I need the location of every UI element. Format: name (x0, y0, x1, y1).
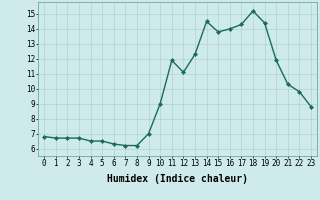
X-axis label: Humidex (Indice chaleur): Humidex (Indice chaleur) (107, 174, 248, 184)
